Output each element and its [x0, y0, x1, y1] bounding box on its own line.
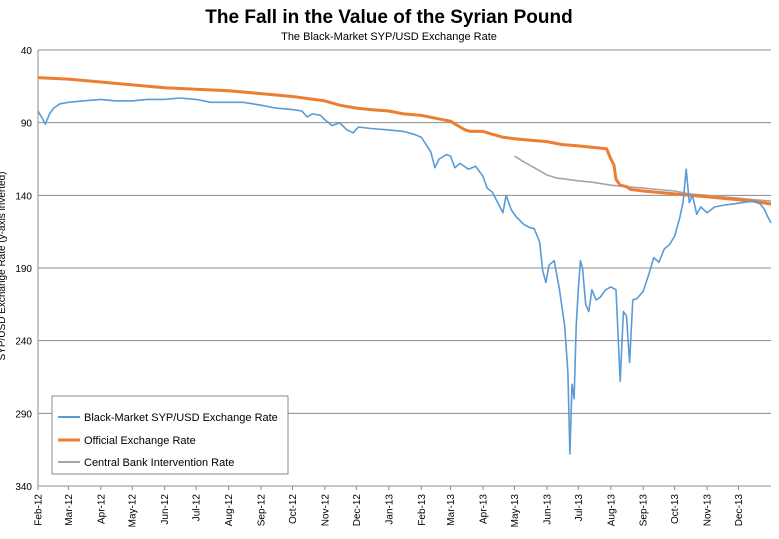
x-tick-label: Feb-12 — [34, 494, 45, 526]
x-tick-label: Jun-12 — [160, 494, 171, 525]
y-tick-label: 140 — [15, 191, 32, 202]
x-tick-label: Jan-13 — [384, 494, 395, 525]
y-tick-label: 190 — [15, 264, 32, 275]
x-tick-label: Aug-13 — [606, 494, 617, 527]
x-tick-label: Feb-13 — [417, 494, 428, 526]
x-axis-ticks: Feb-12 Mar-12 Apr-12 May-12 Jun-12 Jul-12 Aug-… — [34, 486, 745, 528]
x-tick-label: Mar-12 — [64, 494, 75, 526]
y-axis-ticks: 40 90 140 190 240 290 340 — [15, 46, 32, 493]
y-axis-label: SYP/USD Exchange Rate (y-axis inverted) — [0, 172, 8, 361]
x-tick-label: Dec-13 — [734, 494, 745, 527]
x-tick-label: Jun-13 — [542, 494, 553, 525]
x-tick-label: Jul-13 — [574, 494, 585, 522]
y-tick-label: 340 — [15, 482, 32, 493]
x-tick-label: May-12 — [128, 494, 139, 528]
x-tick-label: Mar-13 — [446, 494, 457, 526]
x-tick-label: Oct-12 — [288, 494, 299, 524]
x-tick-label: Dec-12 — [352, 494, 363, 527]
series-line-black-market — [37, 97, 772, 455]
x-tick-label: Sep-13 — [639, 494, 650, 527]
legend-label-black-market: Black-Market SYP/USD Exchange Rate — [84, 412, 278, 424]
x-tick-label: Jul-12 — [192, 494, 203, 522]
x-tick-label: May-13 — [510, 494, 521, 528]
series-lines — [37, 76, 772, 455]
legend-box — [51, 395, 289, 475]
y-tick-label: 90 — [21, 119, 33, 130]
x-tick-label: Nov-12 — [320, 494, 331, 527]
x-tick-label: Aug-12 — [224, 494, 235, 527]
series-line-official — [37, 76, 772, 206]
chart-title: The Fall in the Value of the Syrian Poun… — [205, 7, 572, 28]
legend-label-central-bank: Central Bank Intervention Rate — [84, 457, 234, 469]
x-tick-label: Apr-12 — [96, 494, 107, 524]
chart-subtitle: The Black-Market SYP/USD Exchange Rate — [281, 31, 497, 43]
series-line-central-bank — [514, 155, 772, 202]
x-tick-label: Apr-13 — [479, 494, 490, 524]
x-tick-label: Nov-13 — [703, 494, 714, 527]
y-tick-label: 290 — [15, 409, 32, 420]
y-tick-label: 240 — [15, 337, 32, 348]
legend: Black-Market SYP/USD Exchange Rate Offic… — [51, 395, 289, 475]
x-tick-label: Oct-13 — [670, 494, 681, 524]
y-tick-label: 40 — [21, 46, 33, 57]
legend-label-official: Official Exchange Rate — [84, 435, 196, 447]
x-tick-label: Sep-12 — [257, 494, 268, 527]
